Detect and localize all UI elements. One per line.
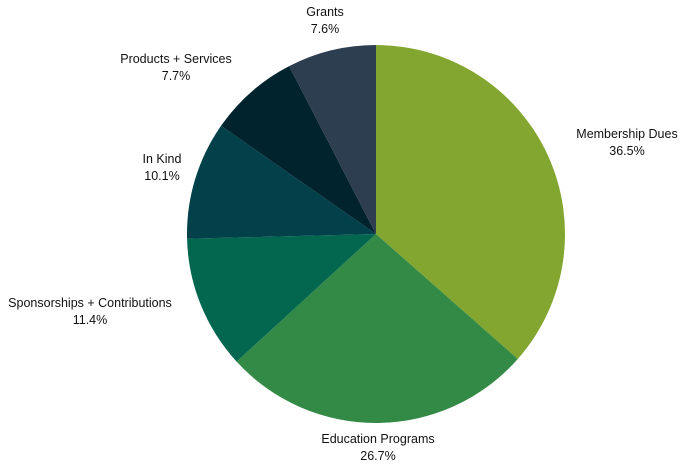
slice-label-name: Membership Dues — [576, 127, 677, 141]
slice-label-name: Sponsorships + Contributions — [8, 296, 172, 310]
pie-labels: Membership Dues 36.5% Education Programs 26… — [8, 5, 678, 463]
pie-slices — [187, 45, 566, 424]
slice-label-name: Grants — [306, 5, 344, 19]
pie-slice-education-programs — [236, 234, 518, 424]
slice-label-value: 36.5% — [609, 144, 644, 158]
pie-slice-grants — [289, 45, 376, 234]
pie-slice-sponsorships-contributions — [187, 234, 376, 362]
slice-label-name: Products + Services — [120, 52, 232, 66]
pie-slice-products-services — [221, 66, 376, 234]
pie-slice-membership-dues — [376, 45, 566, 359]
pie-slice-in-kind — [187, 125, 376, 239]
slice-label-value: 10.1% — [144, 169, 179, 183]
slice-label-value: 26.7% — [360, 449, 395, 463]
slice-label-value: 7.6% — [311, 22, 340, 36]
slice-label-name: In Kind — [143, 152, 182, 166]
slice-label-value: 7.7% — [162, 69, 191, 83]
slice-label-name: Education Programs — [321, 432, 434, 446]
slice-label-value: 11.4% — [73, 313, 108, 327]
